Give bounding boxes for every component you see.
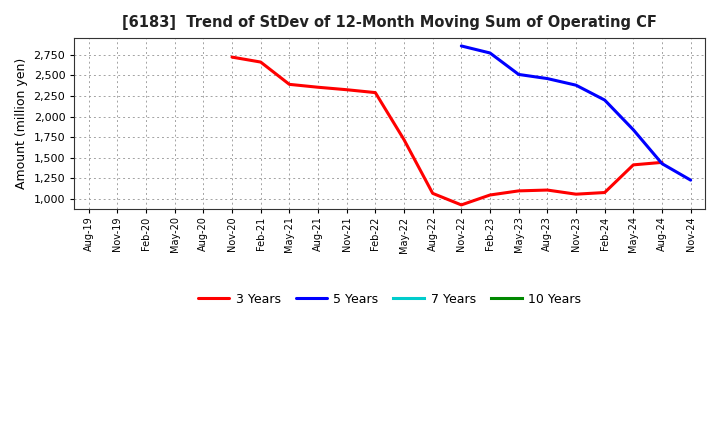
Line: 5 Years: 5 Years bbox=[462, 46, 690, 180]
5 Years bbox=[514, 72, 523, 77]
5 Years bbox=[686, 177, 695, 183]
3 Years bbox=[371, 90, 379, 95]
3 Years bbox=[457, 202, 466, 208]
3 Years bbox=[572, 191, 580, 197]
5 Years bbox=[543, 76, 552, 81]
5 Years bbox=[657, 161, 666, 166]
3 Years bbox=[629, 162, 638, 168]
3 Years bbox=[543, 187, 552, 193]
Title: [6183]  Trend of StDev of 12-Month Moving Sum of Operating CF: [6183] Trend of StDev of 12-Month Moving… bbox=[122, 15, 657, 30]
5 Years bbox=[486, 50, 495, 55]
5 Years bbox=[600, 97, 609, 103]
3 Years bbox=[285, 82, 294, 87]
Legend: 3 Years, 5 Years, 7 Years, 10 Years: 3 Years, 5 Years, 7 Years, 10 Years bbox=[193, 288, 586, 311]
Line: 3 Years: 3 Years bbox=[232, 57, 662, 205]
5 Years bbox=[457, 43, 466, 48]
3 Years bbox=[314, 84, 323, 90]
5 Years bbox=[629, 127, 638, 132]
3 Years bbox=[600, 190, 609, 195]
3 Years bbox=[256, 59, 265, 65]
3 Years bbox=[228, 55, 236, 60]
3 Years bbox=[342, 87, 351, 92]
3 Years bbox=[428, 191, 437, 196]
3 Years bbox=[400, 137, 408, 142]
5 Years bbox=[572, 83, 580, 88]
Y-axis label: Amount (million yen): Amount (million yen) bbox=[15, 58, 28, 189]
3 Years bbox=[657, 160, 666, 165]
3 Years bbox=[486, 192, 495, 198]
3 Years bbox=[514, 188, 523, 194]
